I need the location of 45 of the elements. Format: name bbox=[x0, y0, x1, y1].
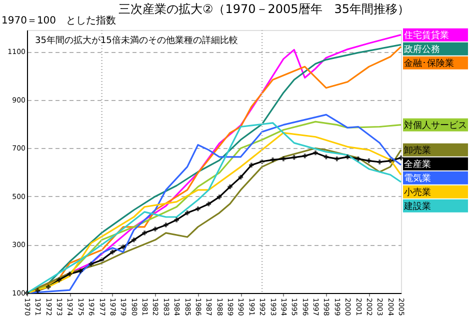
point bbox=[184, 210, 190, 216]
annotation: 35年間の拡大が15倍未満のその他業種の詳細比較 bbox=[35, 35, 238, 46]
series-label: 卸売業 bbox=[404, 144, 431, 156]
point bbox=[142, 230, 147, 236]
series-label: 対個人サービス bbox=[404, 120, 467, 131]
point bbox=[67, 272, 72, 276]
point bbox=[324, 154, 329, 160]
point bbox=[228, 184, 232, 190]
point bbox=[366, 158, 372, 164]
y-axis-title: 1970＝100 とした指数 bbox=[2, 14, 116, 26]
point bbox=[35, 288, 40, 293]
series-label: 政府公務 bbox=[404, 44, 440, 55]
series-label: 小売業 bbox=[404, 186, 431, 198]
point bbox=[88, 262, 94, 266]
point bbox=[132, 238, 136, 242]
text: 建設業 bbox=[403, 200, 431, 212]
point bbox=[345, 154, 350, 160]
chart-title: 三次産業の拡大②（1970－2005暦年 35年間推移） bbox=[118, 2, 410, 16]
point bbox=[249, 162, 254, 168]
point bbox=[302, 154, 308, 158]
point bbox=[164, 222, 168, 228]
point bbox=[292, 155, 296, 160]
point bbox=[281, 156, 286, 162]
point bbox=[388, 158, 393, 164]
point bbox=[46, 284, 51, 290]
point bbox=[196, 206, 200, 212]
point bbox=[398, 156, 404, 160]
point bbox=[174, 218, 179, 222]
series-label: 電気業 bbox=[404, 172, 431, 184]
series-label: 金融･保険業 bbox=[404, 58, 454, 69]
point bbox=[356, 156, 361, 162]
point bbox=[313, 150, 318, 156]
series-label: 住宅賃貸業 bbox=[404, 30, 449, 41]
point bbox=[24, 290, 30, 296]
point bbox=[217, 194, 222, 200]
point bbox=[334, 156, 340, 162]
point bbox=[238, 174, 244, 180]
point bbox=[110, 250, 115, 254]
point bbox=[377, 160, 382, 164]
point bbox=[78, 268, 83, 274]
point bbox=[56, 278, 62, 282]
point bbox=[120, 244, 126, 250]
series-label: 全産業 bbox=[404, 158, 431, 170]
point bbox=[206, 202, 211, 206]
point bbox=[152, 226, 158, 232]
